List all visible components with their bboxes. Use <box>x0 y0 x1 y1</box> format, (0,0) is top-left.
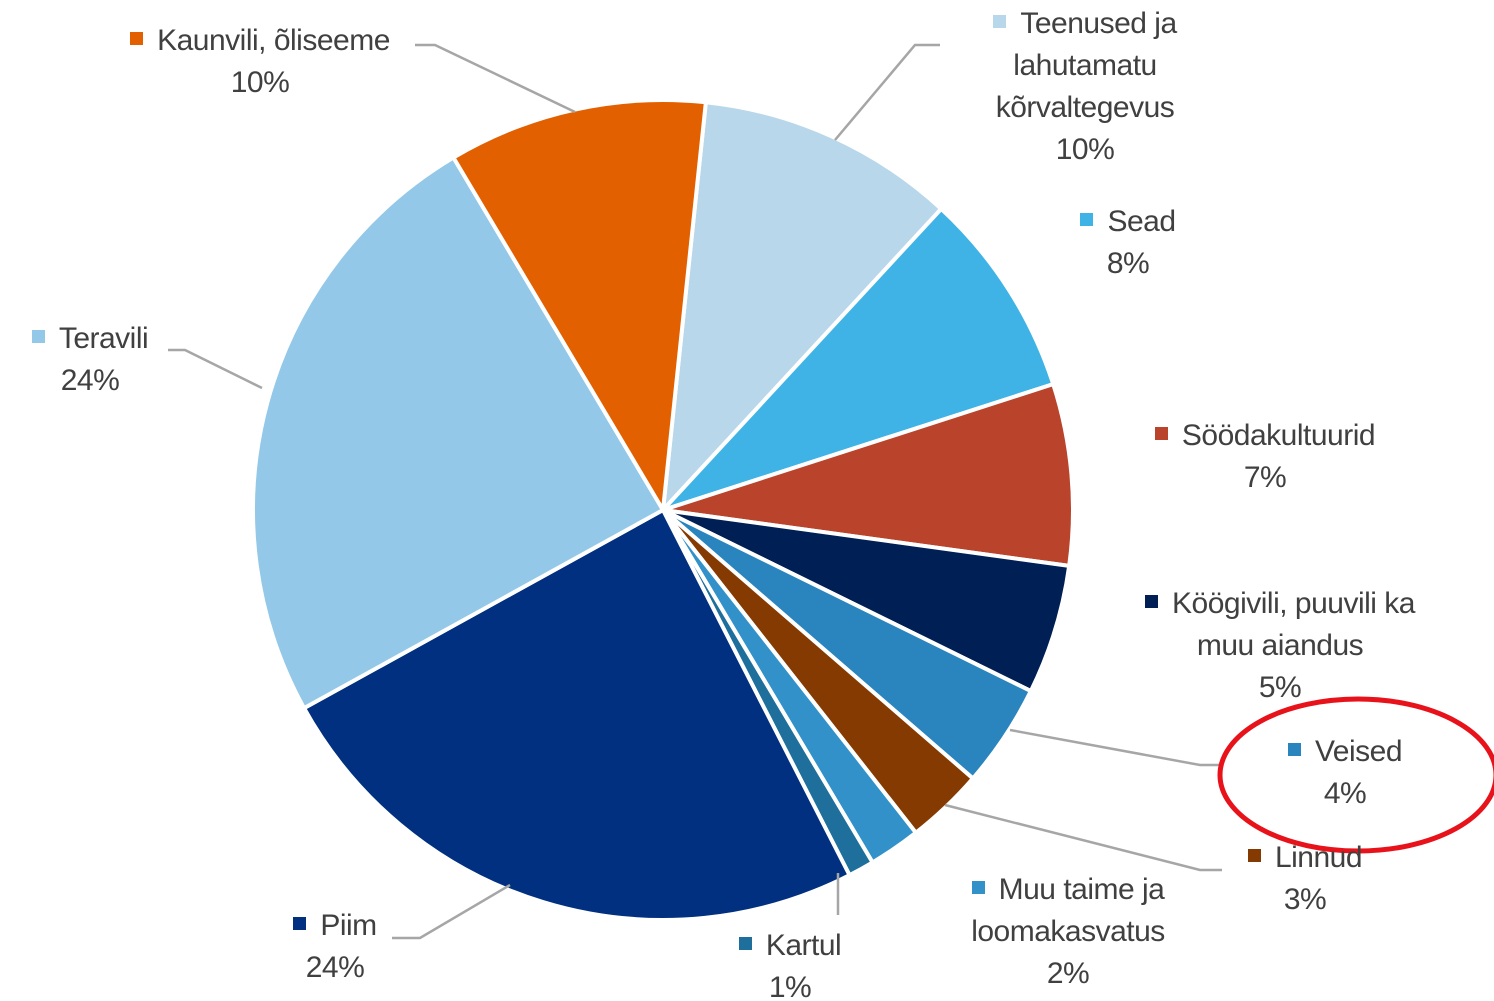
category-label: Söödakultuurid <box>1181 419 1376 452</box>
leader-line <box>944 803 1222 872</box>
legend-swatch <box>1287 743 1301 756</box>
legend-swatch <box>738 937 752 950</box>
legend-swatch <box>130 32 144 45</box>
value-label: 1% <box>768 971 812 1001</box>
value-label: 10% <box>230 66 290 99</box>
label-name-line: Veised <box>1245 731 1445 773</box>
pie-slice <box>661 100 944 512</box>
pie-slice <box>302 508 852 922</box>
value-label: 3% <box>1283 883 1327 916</box>
legend-swatch <box>31 330 45 343</box>
slice-label: Söödakultuurid 7% <box>1115 415 1415 499</box>
category-label: Köögivili, puuvili ka muu aiandus <box>1172 587 1415 662</box>
label-name-line: Muu taime ja loomakasvatus <box>943 869 1193 953</box>
slice-label: Linnud 3% <box>1205 837 1405 921</box>
category-label: Linnud <box>1274 841 1363 874</box>
category-label: Piim <box>320 909 377 942</box>
slice-label: Teravili 24% <box>0 318 190 402</box>
legend-swatch <box>993 15 1007 28</box>
value-label: 10% <box>1055 133 1115 166</box>
value-label: 2% <box>1046 957 1090 990</box>
slice-label: Piim 24% <box>235 905 435 989</box>
value-label: 8% <box>1106 247 1150 280</box>
legend-swatch <box>293 917 307 930</box>
pie-slice <box>451 98 708 512</box>
category-label: Sead <box>1107 205 1176 238</box>
leader-line <box>834 43 940 141</box>
legend-swatch <box>1145 595 1159 608</box>
slice-label: Kartul 1% <box>690 925 890 1001</box>
category-label: Veised <box>1314 735 1403 768</box>
label-name-line: Linnud <box>1205 837 1405 879</box>
highlight-ellipse <box>1217 696 1494 854</box>
value-label: 24% <box>60 364 120 397</box>
label-name-line: Sead <box>1028 201 1228 243</box>
label-name-line: Köögivili, puuvili ka muu aiandus <box>1115 583 1445 667</box>
label-name-line: Piim <box>235 905 435 947</box>
value-label: 5% <box>1258 671 1302 704</box>
leader-line <box>1009 728 1222 767</box>
slice-label: Köögivili, puuvili ka muu aiandus 5% <box>1115 583 1445 709</box>
leader-line <box>415 43 576 114</box>
label-name-line: Söödakultuurid <box>1115 415 1415 457</box>
value-label: 4% <box>1323 777 1367 810</box>
value-label: 24% <box>305 951 365 984</box>
leader-line <box>392 883 511 940</box>
label-name-line: Kartul <box>690 925 890 967</box>
slice-label: Veised 4% <box>1245 731 1445 815</box>
label-name-line: Kaunvili, õliseeme <box>90 20 430 62</box>
label-name-line: Teravili <box>0 318 190 360</box>
category-label: Teravili <box>58 322 149 355</box>
legend-swatch <box>1154 427 1168 440</box>
pie-slice <box>251 155 665 711</box>
pie-slice <box>661 382 1075 568</box>
label-name-line: Teenused ja lahutamatu kõrvaltegevus <box>960 3 1210 129</box>
category-label: Kaunvili, õliseeme <box>157 24 390 57</box>
value-label: 7% <box>1243 461 1287 494</box>
legend-swatch <box>971 881 985 894</box>
category-label: Teenused ja lahutamatu kõrvaltegevus <box>995 7 1177 124</box>
leader-line <box>168 348 263 390</box>
slice-label: Sead 8% <box>1028 201 1228 285</box>
slice-label: Teenused ja lahutamatu kõrvaltegevus 10% <box>960 3 1210 171</box>
pie-slice <box>661 206 1056 512</box>
legend-swatch <box>1080 213 1094 226</box>
category-label: Kartul <box>765 929 842 962</box>
category-label: Muu taime ja loomakasvatus <box>971 873 1165 948</box>
slice-label: Muu taime ja loomakasvatus 2% <box>943 869 1193 995</box>
legend-swatch <box>1247 849 1261 862</box>
slice-label: Kaunvili, õliseeme 10% <box>90 20 430 104</box>
